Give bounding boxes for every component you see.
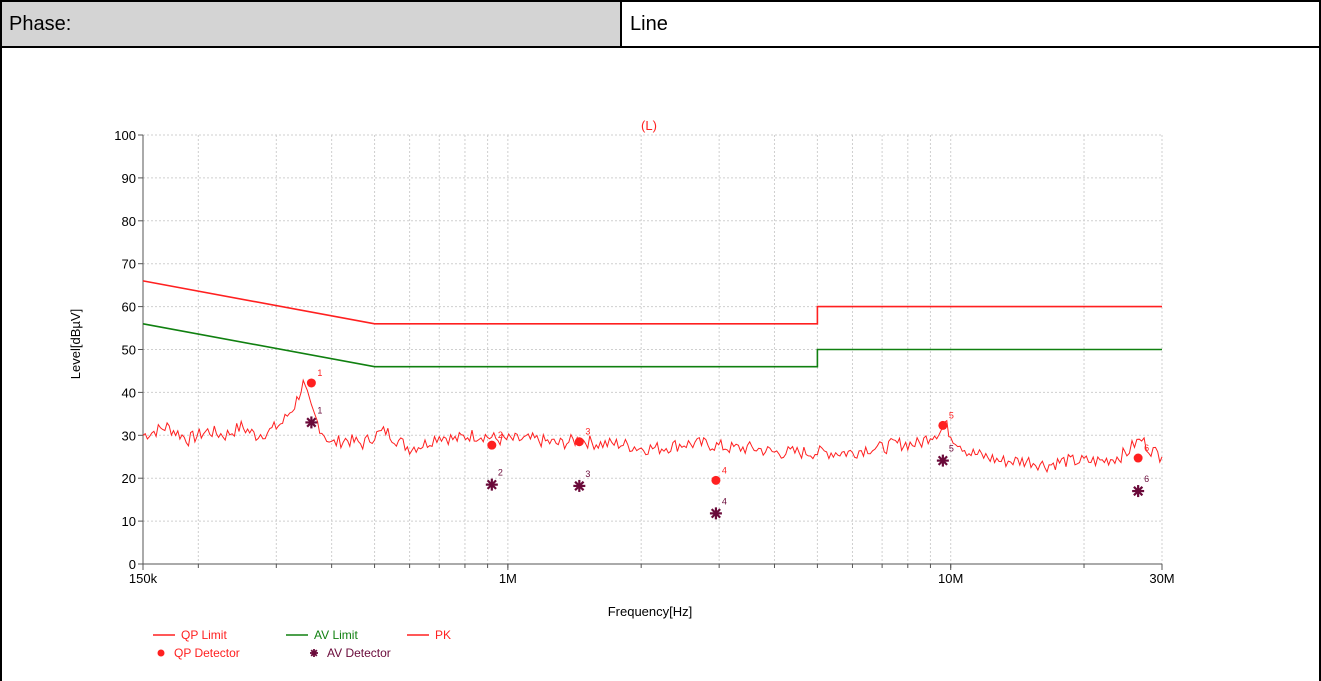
qp-detector-point — [574, 437, 584, 447]
legend-label: AV Detector — [327, 646, 391, 660]
phase-label-cell: Phase: — [2, 2, 622, 46]
grid-lines — [143, 134, 1163, 565]
av-detector-point — [305, 416, 318, 429]
axes: 0 10 20 30 40 50 60 70 80 90 100 150k 1M 10M 30M — [114, 128, 1174, 586]
x-axis-label: Frequency[Hz] — [608, 604, 693, 619]
av-detector-point — [573, 479, 586, 492]
emission-chart: 0 10 20 30 40 50 60 70 80 90 100 150k 1M 10M 30M 1 2 3 4 5… — [68, 118, 1175, 660]
legend-item: AV Detector — [310, 646, 391, 660]
legend-item: QP Detector — [157, 646, 240, 660]
qp-detector-label: 6 — [1144, 443, 1149, 453]
legend-label: QP Detector — [174, 646, 240, 660]
legend-item: QP Limit — [153, 628, 227, 642]
series-pk — [142, 378, 1163, 474]
legend-item: AV Limit — [286, 628, 358, 642]
av-detector-ray — [486, 479, 497, 490]
series-av-limit — [142, 323, 1162, 368]
y-tick-label: 90 — [122, 171, 136, 186]
qp-detector-point — [1133, 453, 1143, 463]
legend-swatch-star — [310, 649, 318, 657]
legend-item: PK — [407, 628, 451, 642]
av-detector-ray — [1133, 486, 1144, 497]
y-tick-label: 10 — [122, 514, 136, 529]
legend-label: QP Limit — [181, 628, 227, 642]
qp-detector-point — [711, 475, 721, 485]
av-detector-label: 2 — [498, 468, 503, 478]
y-tick-label: 70 — [122, 257, 136, 272]
phase-value: Line — [630, 12, 668, 35]
legend-label: PK — [435, 628, 451, 642]
av-detector-label: 6 — [1144, 474, 1149, 484]
chart-title: (L) — [641, 118, 657, 133]
x-tick-label: 10M — [938, 571, 963, 586]
qp-detector-point — [487, 440, 497, 450]
av-detector-ray — [710, 508, 721, 519]
detector-markers: 1 2 3 4 5 6 1 2 3 4 5 6 — [305, 368, 1149, 520]
av-detector-label: 3 — [585, 469, 590, 479]
qp-detector-label: 2 — [498, 430, 503, 440]
y-tick-label: 80 — [122, 214, 136, 229]
y-tick-label: 50 — [122, 343, 136, 358]
y-axis-label: Level[dBµV] — [68, 309, 83, 379]
y-tick-label: 40 — [122, 385, 136, 400]
qp-detector-label: 3 — [585, 427, 590, 437]
legend: QP Limit AV Limit PK QP Detector AV Detector — [153, 628, 451, 660]
y-tick-label: 20 — [122, 471, 136, 486]
qp-detector-point — [306, 378, 316, 388]
phase-header-row: Phase: Line — [0, 0, 1321, 48]
qp-detector-label: 5 — [949, 410, 954, 420]
qp-detector-point — [938, 420, 948, 430]
av-detector-point — [1132, 485, 1145, 498]
series-qp-limit — [142, 280, 1162, 325]
av-detector-point — [485, 478, 498, 491]
phase-value-cell: Line — [622, 2, 1319, 46]
series-layer — [142, 280, 1163, 474]
x-tick-label: 150k — [129, 571, 158, 586]
phase-label: Phase: — [9, 12, 72, 35]
av-detector-point — [936, 454, 949, 467]
legend-swatch-dot — [157, 649, 165, 657]
x-tick-label: 30M — [1149, 571, 1174, 586]
av-detector-ray — [937, 455, 948, 466]
y-tick-label: 60 — [122, 300, 136, 315]
qp-detector-label: 4 — [722, 465, 727, 475]
av-detector-ray — [574, 480, 585, 491]
legend-label: AV Limit — [314, 628, 358, 642]
qp-detector-label: 1 — [317, 368, 322, 378]
av-detector-point — [709, 507, 722, 520]
x-tick-label: 1M — [499, 571, 517, 586]
av-detector-label: 1 — [317, 405, 322, 415]
y-tick-label: 0 — [129, 557, 136, 572]
y-tick-label: 100 — [114, 128, 136, 143]
av-detector-ray — [306, 417, 317, 428]
av-detector-label: 5 — [949, 444, 954, 454]
av-detector-label: 4 — [722, 496, 727, 506]
y-tick-label: 30 — [122, 428, 136, 443]
